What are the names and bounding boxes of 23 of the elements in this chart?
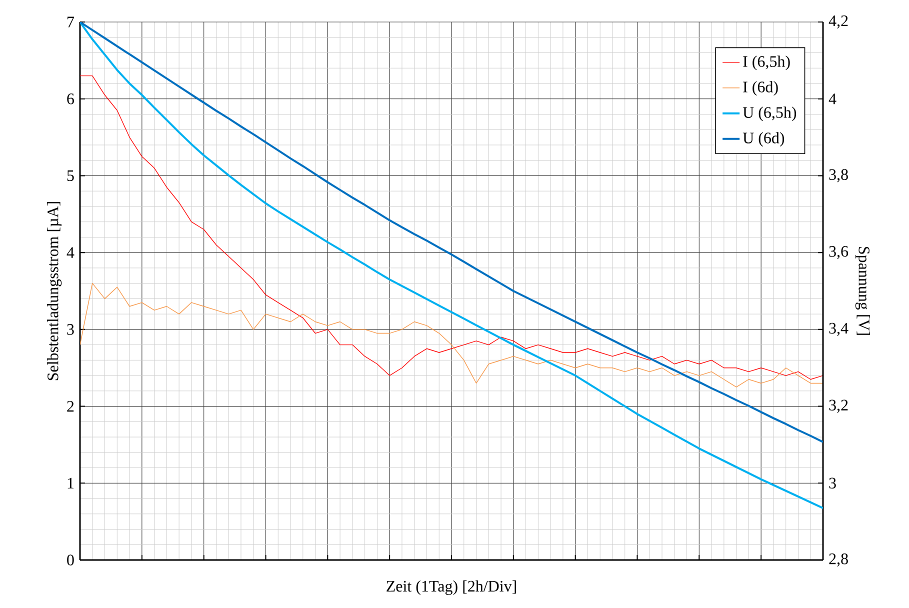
legend-label: U (6,5h) <box>742 106 796 122</box>
y2-tick-label: 3,4 <box>829 322 848 336</box>
y-tick-label: 4 <box>66 247 74 258</box>
y2-tick-label: 4,2 <box>828 15 848 29</box>
y-tick-label: 6 <box>67 93 74 104</box>
legend-label: I (6,5h) <box>743 56 790 70</box>
y2-tick-label: 3,6 <box>829 246 848 260</box>
y2-tick-label: 4 <box>828 94 836 104</box>
y-axis-title: Selbstentladungsstrom [µA] <box>47 202 62 380</box>
y2-tick-label: 3,2 <box>829 400 848 413</box>
y2-tick-label: 2,8 <box>829 553 848 567</box>
y-tick-label: 7 <box>68 16 74 28</box>
legend-label: U (6d) <box>742 132 784 147</box>
y2-axis-title: Spannung [V] <box>855 246 870 335</box>
y2-tick-label: 3 <box>829 478 836 489</box>
y-tick-label: 2 <box>67 400 74 412</box>
y-tick-label: 1 <box>68 478 74 488</box>
y-tick-label: 0 <box>67 554 74 566</box>
legend-label: I (6d) <box>743 81 778 96</box>
y2-tick-label: 3,8 <box>829 169 848 182</box>
x-axis-title: Zeit (1Tag) [2h/Div] <box>386 580 516 595</box>
y-tick-label: 5 <box>67 170 74 182</box>
y-tick-label: 3 <box>67 324 74 335</box>
